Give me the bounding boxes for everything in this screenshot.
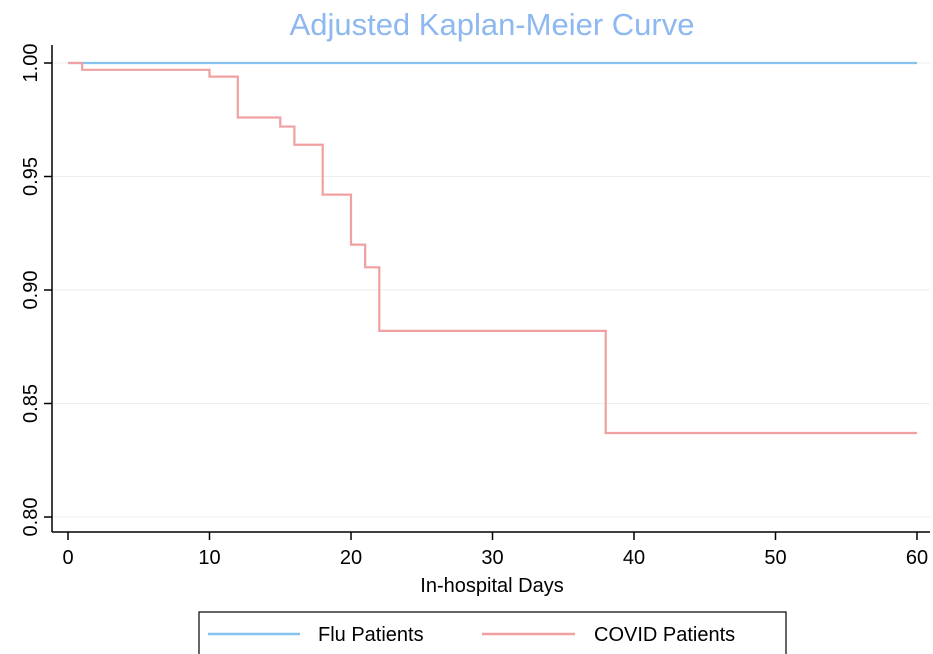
x-tick-label: 10	[198, 547, 220, 569]
x-tick-label: 20	[340, 547, 362, 569]
x-tick-label: 40	[623, 547, 645, 569]
series-line-covid	[68, 61, 917, 435]
y-tick-label: 0.90	[20, 271, 42, 310]
y-tick-label: 0.95	[20, 157, 42, 196]
x-tick-label: 30	[481, 547, 503, 569]
x-tick-label: 0	[62, 547, 73, 569]
y-tick-label: 0.85	[20, 384, 42, 423]
x-tick-label: 50	[764, 547, 786, 569]
chart-title: Adjusted Kaplan-Meier Curve	[290, 7, 695, 42]
y-ticks: 0.80 0.85 0.90 0.95 1.00	[20, 44, 52, 537]
legend-label-covid: COVID Patients	[594, 624, 735, 646]
grid-lines	[53, 62, 930, 518]
series-lines	[68, 61, 917, 435]
y-tick-label: 0.80	[20, 498, 42, 537]
x-axis-title: In-hospital Days	[420, 575, 563, 597]
legend: Flu Patients COVID Patients	[198, 611, 787, 654]
legend-label-flu: Flu Patients	[318, 624, 424, 646]
axes	[51, 45, 930, 533]
x-ticks: 0 10 20 30 40 50 60	[62, 532, 928, 569]
x-tick-label: 60	[906, 547, 928, 569]
y-tick-label: 1.00	[20, 44, 42, 83]
